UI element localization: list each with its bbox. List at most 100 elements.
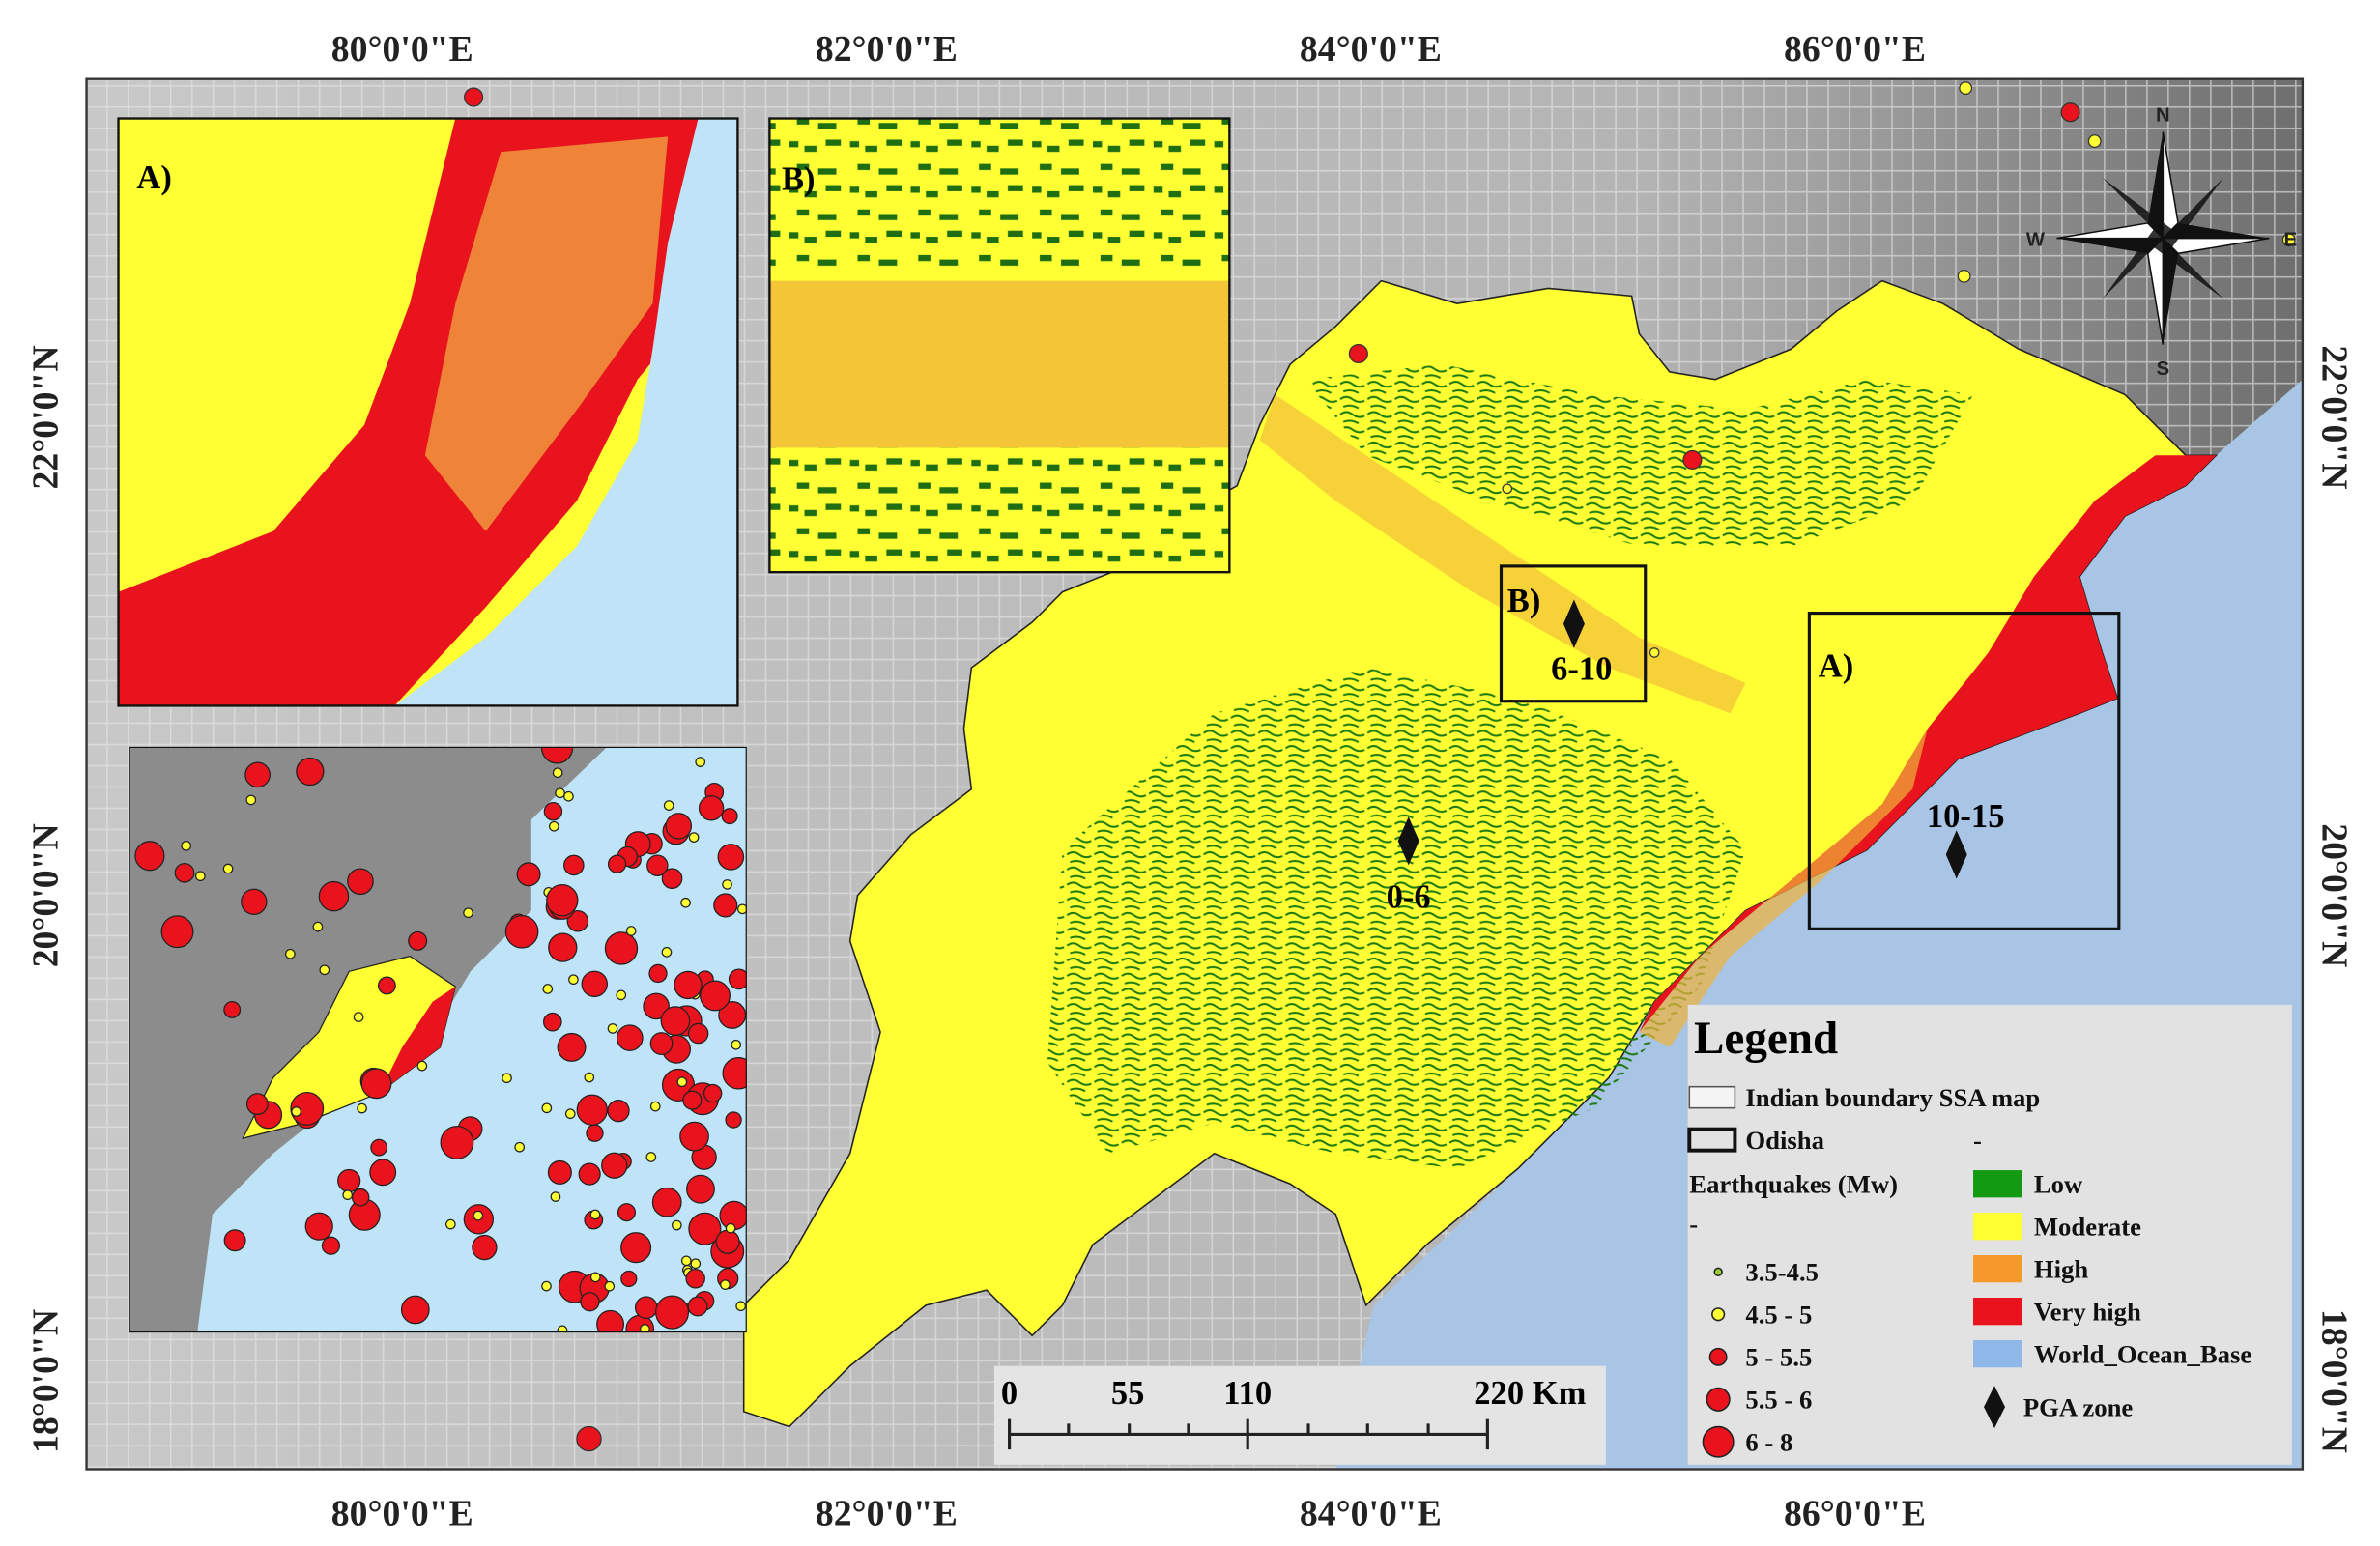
- earthquake-point: [713, 893, 738, 918]
- earthquake-point: [566, 910, 589, 932]
- legend-item: Very high: [2034, 1298, 2141, 1327]
- earthquake-point: [596, 1309, 625, 1333]
- earthquake-point: [665, 813, 693, 840]
- earthquake-point: [241, 888, 268, 916]
- earthquake-point: [640, 1324, 650, 1333]
- earthquake-point: [222, 863, 234, 874]
- lon-label: 82°0'0"E: [816, 29, 958, 70]
- earthquake-point: [695, 757, 706, 767]
- earthquake-point: [321, 1236, 341, 1255]
- lat-label: 18°0'0"N: [26, 1309, 67, 1453]
- inset-label: B): [782, 160, 816, 197]
- earthquake-point: [440, 1125, 474, 1160]
- scale-label: 0: [1001, 1375, 1018, 1412]
- earthquake-point: [703, 1083, 723, 1103]
- scale-label: 55: [1111, 1375, 1145, 1412]
- earthquake-point: [347, 868, 374, 896]
- earthquake-point: [625, 926, 637, 936]
- pga-label: 6-10: [1551, 651, 1612, 688]
- earthquake-point: [463, 907, 473, 919]
- earthquake-point: [616, 1024, 644, 1051]
- earthquake-point: [194, 871, 206, 882]
- earthquake-point: [353, 1012, 364, 1022]
- earthquake-point: [698, 795, 725, 821]
- scale-bar: 0 55 110 220 Km: [993, 1365, 1606, 1465]
- lon-label: 84°0'0"E: [1300, 29, 1442, 70]
- earthquake-point: [690, 1258, 702, 1270]
- box-a: [1807, 612, 2121, 930]
- earthquake-point: [578, 1162, 601, 1186]
- lat-label: 22°0'0"N: [2313, 345, 2354, 489]
- earthquake-point: [542, 984, 554, 994]
- pga-label: 0-6: [1387, 878, 1431, 915]
- earthquake-point: [674, 970, 703, 1000]
- earthquake-point: [646, 854, 669, 876]
- earthquake-point: [548, 932, 578, 962]
- earthquake-point: [676, 1076, 688, 1088]
- earthquake-point: [245, 1093, 269, 1116]
- earthquake-point: [516, 862, 541, 887]
- legend-classes: Low Moderate High Very high World_Ocean_Base: [1973, 1170, 2251, 1369]
- earthquake-point: [351, 1188, 370, 1207]
- legend-item: World_Ocean_Base: [2034, 1340, 2252, 1369]
- earthquake-point: [589, 1209, 601, 1220]
- earthquake-point: [663, 800, 674, 811]
- legend-item: 3.5-4.5: [1745, 1258, 1819, 1287]
- earthquake-point: [685, 1268, 705, 1289]
- earthquake-point: [725, 1222, 736, 1234]
- earthquake-point: [649, 1101, 661, 1112]
- earthquake-point: [291, 1106, 301, 1117]
- legend-symbol: [1706, 1387, 1731, 1412]
- earthquake-point: [686, 1174, 715, 1204]
- lon-label: 86°0'0"E: [1784, 29, 1926, 70]
- legend-symbol: [1711, 1307, 1726, 1322]
- pga-marker: [1563, 599, 1585, 648]
- earthquake-point: [514, 1141, 526, 1153]
- earthquake-point: [563, 854, 585, 876]
- earthquake-point: [473, 1210, 484, 1221]
- earthquake-point: [1682, 449, 1703, 471]
- earthquake-point: [174, 862, 195, 883]
- earthquake-point: [416, 1060, 428, 1072]
- earthquake-point: [655, 1295, 690, 1330]
- earthquake-point: [607, 1100, 630, 1123]
- earthquake-point: [134, 841, 165, 872]
- green-zone: [1305, 363, 1974, 547]
- earthquake-point: [543, 801, 563, 821]
- earthquake-point: [1957, 269, 1971, 283]
- earthquake-point: [557, 1032, 587, 1062]
- earthquake-point: [661, 947, 673, 958]
- earthquake-point: [620, 1270, 638, 1288]
- earthquake-point: [617, 1203, 637, 1222]
- earthquake-point: [679, 1121, 709, 1152]
- earthquake-point: [700, 980, 731, 1012]
- earthquake-point: [504, 914, 539, 949]
- lat-label: 22°0'0"N: [26, 345, 67, 489]
- lat-label: 20°0'0"N: [2313, 823, 2354, 967]
- box-label: B): [1507, 583, 1541, 619]
- legend-item: 4.5 - 5: [1745, 1301, 1812, 1330]
- earthquake-point: [369, 1159, 397, 1187]
- legend-swatch: [1973, 1340, 2022, 1368]
- earthquake-point: [648, 963, 668, 984]
- legend-swatch: [1973, 1255, 2022, 1283]
- earthquake-point: [408, 930, 428, 951]
- earthquake-point: [160, 915, 194, 949]
- legend-swatch: [1973, 1170, 2022, 1198]
- earthquake-point: [181, 841, 192, 851]
- box-label: A): [1819, 648, 1853, 685]
- earthquake-point: [722, 1057, 747, 1090]
- earthquake-point: [576, 1425, 602, 1452]
- earthquake-point: [680, 897, 691, 908]
- earthquake-point: [651, 1187, 682, 1217]
- lon-label: 80°0'0"E: [331, 29, 473, 70]
- earthquake-point: [607, 854, 627, 873]
- earthquake-point: [541, 1102, 553, 1114]
- earthquake-point: [576, 1094, 608, 1126]
- earthquake-point: [731, 1039, 742, 1050]
- earthquake-point: [671, 1219, 682, 1231]
- legend-symbol: [1708, 1347, 1728, 1366]
- legend-item: PGA zone: [2023, 1393, 2134, 1422]
- earthquake-point: [725, 1111, 742, 1129]
